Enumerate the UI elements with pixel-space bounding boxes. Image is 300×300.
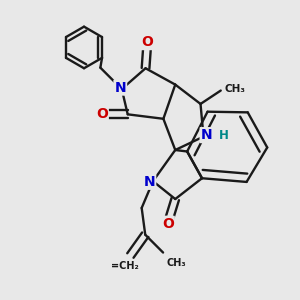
Text: O: O [96, 107, 108, 121]
Text: O: O [141, 35, 153, 49]
Text: CH₃: CH₃ [166, 258, 186, 268]
Text: N: N [144, 175, 155, 189]
Text: N: N [115, 81, 126, 94]
Text: O: O [162, 217, 174, 231]
Text: H: H [219, 129, 229, 142]
Text: =CH₂: =CH₂ [111, 262, 139, 272]
Text: N: N [201, 128, 212, 142]
Text: CH₃: CH₃ [224, 84, 245, 94]
